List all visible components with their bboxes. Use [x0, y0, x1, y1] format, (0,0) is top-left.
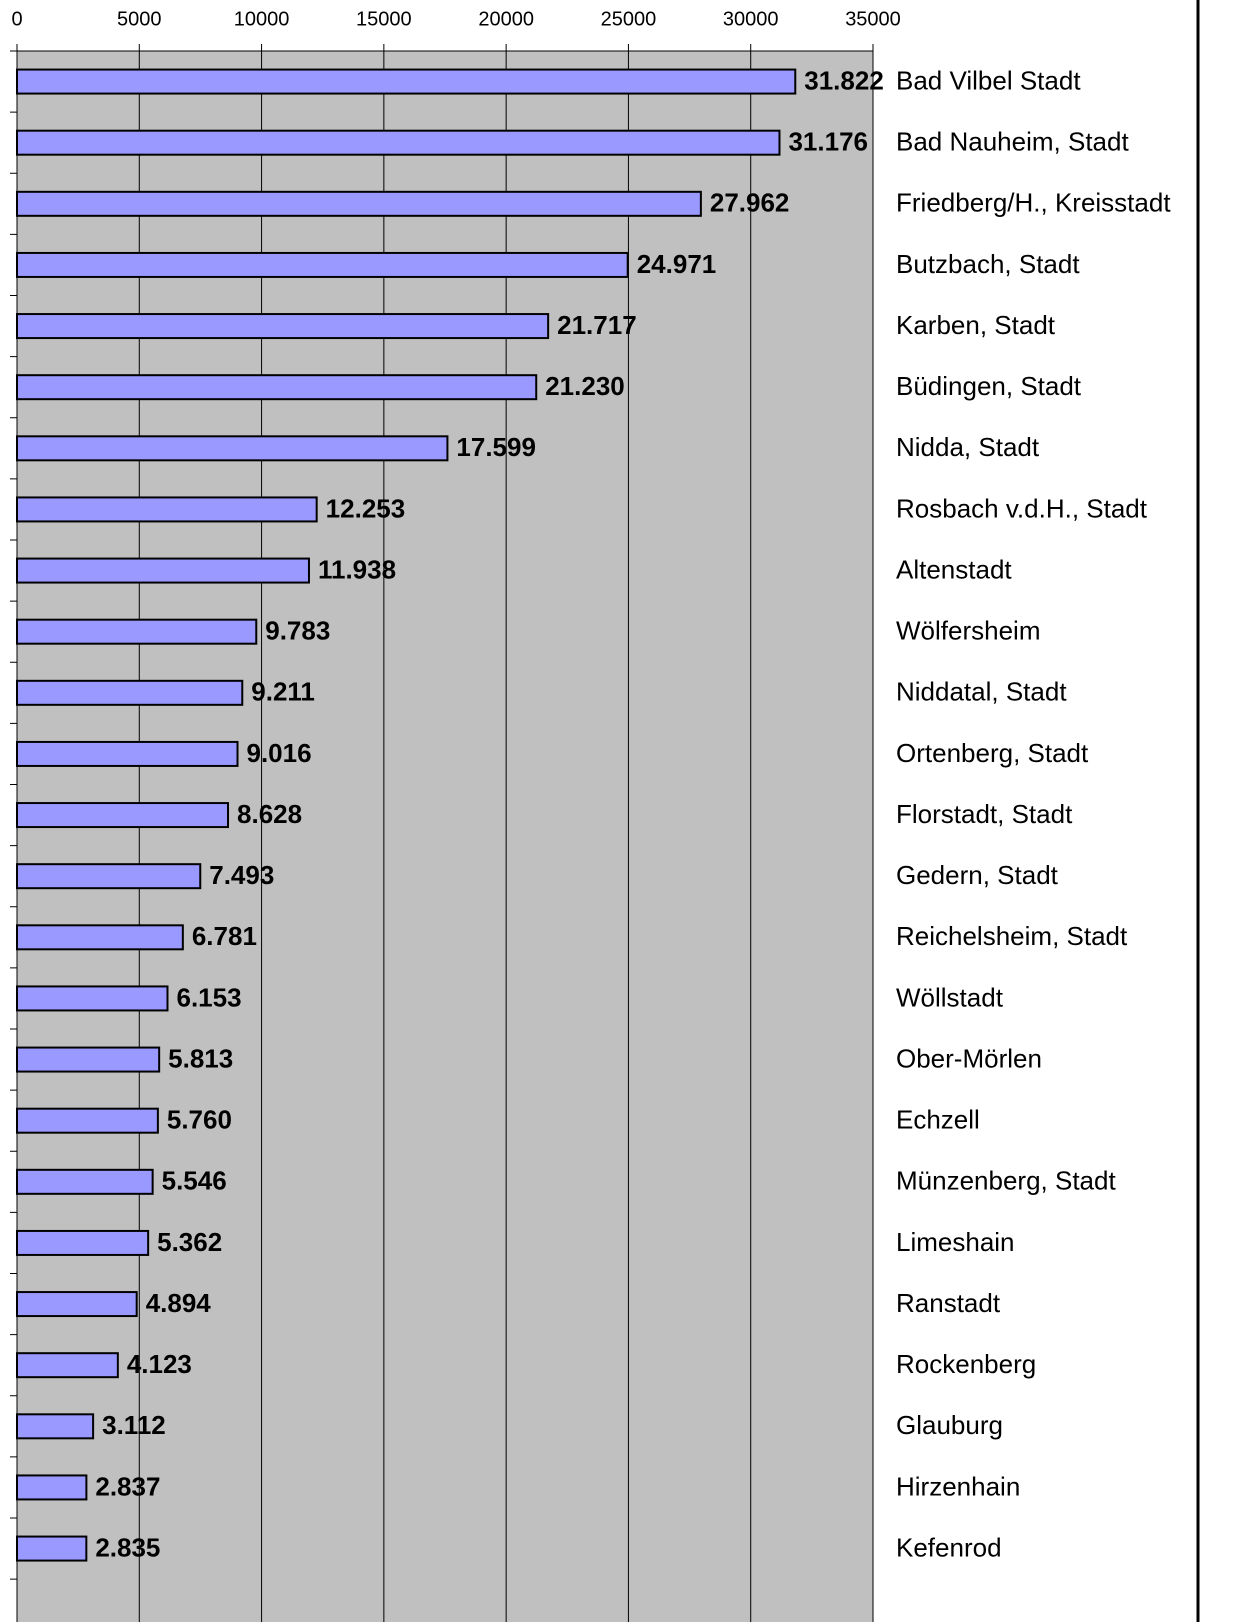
value-label: 11.938	[318, 554, 396, 584]
bar	[16, 863, 202, 890]
category-label: Echzell	[896, 1105, 980, 1135]
value-label: 12.253	[326, 493, 406, 523]
value-label: 4.894	[146, 1288, 212, 1318]
x-tick-label: 5000	[117, 8, 162, 30]
bar	[16, 1046, 161, 1073]
bar	[16, 435, 449, 462]
bar	[16, 985, 169, 1012]
bar	[16, 251, 629, 278]
value-label: 8.628	[237, 799, 302, 829]
x-tick-label: 15000	[356, 8, 412, 30]
bar	[16, 1474, 88, 1501]
bar	[16, 1229, 150, 1256]
value-label: 9.016	[247, 738, 312, 768]
category-label: Niddatal, Stadt	[896, 677, 1067, 707]
value-label: 21.717	[557, 310, 637, 340]
bar	[16, 557, 310, 584]
x-tick-label: 10000	[234, 8, 290, 30]
bar	[16, 129, 781, 156]
value-label: 7.493	[209, 860, 274, 890]
category-label: Kefenrod	[896, 1532, 1002, 1562]
category-label: Friedberg/H., Kreisstadt	[896, 188, 1171, 218]
bar	[16, 313, 550, 340]
value-label: 5.362	[157, 1227, 222, 1257]
value-label: 6.153	[176, 982, 241, 1012]
category-label: Karben, Stadt	[896, 310, 1056, 340]
x-tick-label: 35000	[845, 8, 901, 30]
category-label: Gedern, Stadt	[896, 860, 1059, 890]
value-label: 9.211	[251, 677, 315, 707]
bar	[16, 1291, 138, 1318]
bar	[16, 740, 239, 767]
category-label: Büdingen, Stadt	[896, 371, 1082, 401]
category-label: Bad Nauheim, Stadt	[896, 127, 1129, 157]
category-label: Rosbach v.d.H., Stadt	[896, 493, 1148, 523]
value-label: 4.123	[127, 1349, 192, 1379]
bar	[16, 802, 230, 829]
category-label: Münzenberg, Stadt	[896, 1166, 1116, 1196]
category-label: Glauburg	[896, 1410, 1003, 1440]
bar	[16, 1352, 119, 1379]
plot-area	[17, 51, 873, 1622]
bar	[16, 374, 538, 401]
bar	[16, 190, 702, 217]
category-label: Ober-Mörlen	[896, 1043, 1042, 1073]
value-label: 17.599	[456, 432, 536, 462]
bar	[16, 1168, 154, 1195]
bar	[16, 1535, 88, 1562]
x-tick-label: 30000	[723, 8, 779, 30]
category-label: Wölfersheim	[896, 616, 1040, 646]
category-label: Limeshain	[896, 1227, 1015, 1257]
value-label: 3.112	[102, 1410, 166, 1440]
bar	[16, 496, 318, 523]
value-label: 27.962	[710, 188, 790, 218]
category-label: Reichelsheim, Stadt	[896, 921, 1128, 951]
category-label: Nidda, Stadt	[896, 432, 1040, 462]
bar	[16, 1107, 159, 1134]
category-label: Altenstadt	[896, 554, 1012, 584]
value-label: 5.813	[168, 1043, 233, 1073]
value-label: 2.837	[95, 1471, 160, 1501]
category-label: Hirzenhain	[896, 1471, 1020, 1501]
category-label: Rockenberg	[896, 1349, 1036, 1379]
value-label: 31.176	[788, 127, 868, 157]
category-label: Bad Vilbel Stadt	[896, 65, 1081, 95]
bar	[16, 1413, 95, 1440]
value-label: 9.783	[265, 616, 330, 646]
bar	[16, 618, 258, 645]
value-label: 2.835	[95, 1532, 160, 1562]
bar	[16, 924, 184, 951]
value-label: 21.230	[545, 371, 625, 401]
bar	[16, 679, 244, 706]
value-label: 24.971	[637, 249, 717, 279]
value-label: 5.546	[162, 1166, 227, 1196]
bar	[16, 68, 797, 95]
value-label: 31.822	[804, 65, 884, 95]
category-label: Butzbach, Stadt	[896, 249, 1080, 279]
value-label: 5.760	[167, 1105, 232, 1135]
x-tick-label: 0	[11, 8, 22, 30]
category-label: Ortenberg, Stadt	[896, 738, 1089, 768]
category-label: Wöllstadt	[896, 982, 1004, 1012]
category-label: Florstadt, Stadt	[896, 799, 1073, 829]
category-label: Ranstadt	[896, 1288, 1001, 1318]
x-tick-label: 25000	[601, 8, 657, 30]
x-tick-label: 20000	[478, 8, 534, 30]
value-label: 6.781	[192, 921, 257, 951]
